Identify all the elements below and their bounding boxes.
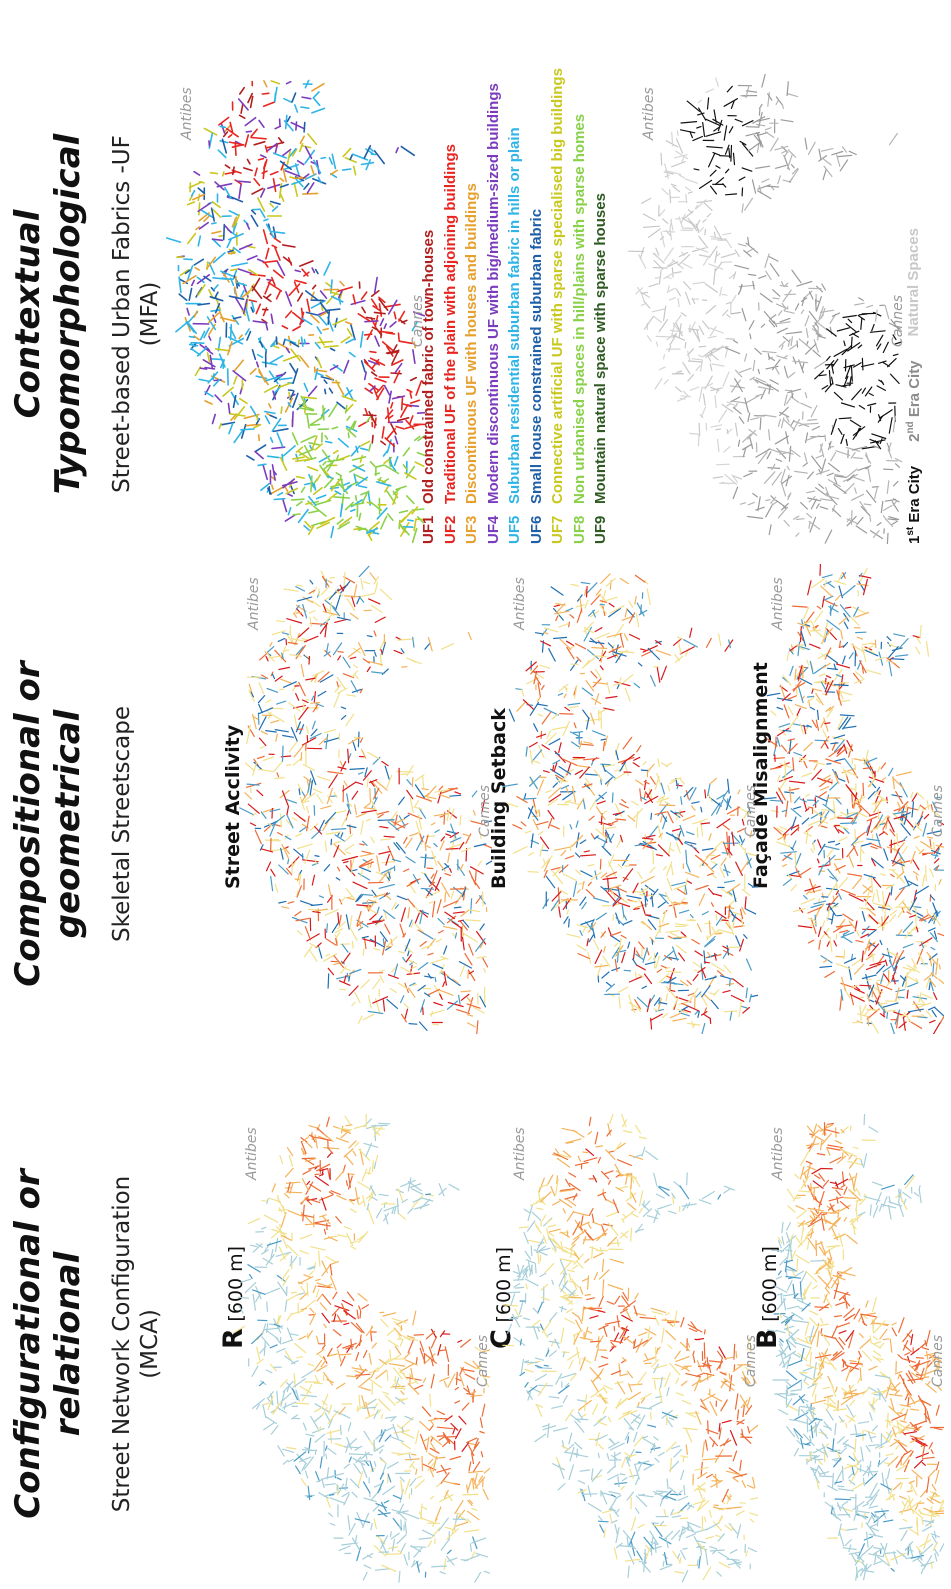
city-label-cannes: Cannes bbox=[890, 295, 905, 347]
city-label-antibes: Antibes bbox=[246, 577, 262, 631]
city-label-cannes: Cannes bbox=[475, 1335, 490, 1387]
city-label-cannes: Cannes bbox=[930, 1335, 944, 1387]
legend-code: UF8 bbox=[570, 515, 588, 544]
era-first-label: 1st Era City bbox=[905, 465, 923, 544]
legend-code: UF7 bbox=[549, 515, 566, 544]
city-label-cannes: Cannes bbox=[743, 785, 758, 837]
legend-code: UF6 bbox=[527, 515, 545, 544]
column-subtitle-configurational: Street Network Configuration (MCA) bbox=[109, 1175, 163, 1513]
map-urban-fabrics: Cannes Antibes bbox=[165, 74, 425, 544]
legend-item: UF9 Mountain natural space with sparse ho… bbox=[592, 68, 614, 544]
column-title-configurational: Configurational or relational bbox=[8, 1169, 88, 1519]
column-title-compositional: Compositional or geometrical bbox=[8, 661, 88, 987]
map-facade-misalignment: Cannes Antibes bbox=[764, 564, 944, 1034]
city-label-cannes: Cannes bbox=[477, 785, 492, 837]
legend-item: UF3 Discontinuous UF with houses and buil… bbox=[463, 68, 485, 544]
city-label-antibes: Antibes bbox=[770, 1127, 786, 1181]
city-label-antibes: Antibes bbox=[179, 87, 195, 141]
legend-code: UF9 bbox=[592, 515, 609, 544]
city-label-antibes: Antibes bbox=[512, 577, 528, 631]
city-label-cannes: Cannes bbox=[410, 295, 425, 347]
map-r: Cannes Antibes bbox=[230, 1114, 490, 1584]
column-title-contextual: Contextual Typomorphological bbox=[8, 133, 88, 495]
legend-text: Mountain natural space with sparse house… bbox=[592, 193, 609, 504]
legend-code: UF1 bbox=[420, 515, 437, 544]
legend-code: UF3 bbox=[463, 515, 480, 544]
map-c: Cannes Antibes bbox=[498, 1114, 758, 1584]
legend-text: Connective artificial UF with sparse spe… bbox=[549, 68, 566, 504]
city-label-antibes: Antibes bbox=[770, 577, 786, 631]
city-label-antibes: Antibes bbox=[244, 1127, 260, 1181]
city-label-antibes: Antibes bbox=[641, 87, 657, 141]
legend-text: Non urbanised spaces in hill/plains with… bbox=[570, 113, 588, 504]
city-label-cannes: Cannes bbox=[930, 785, 944, 837]
column-subtitle-compositional: Skeletal Streetscape bbox=[109, 706, 135, 942]
legend-text: Traditional UF of the plain with adjoini… bbox=[441, 144, 459, 504]
legend-item: UF2 Traditional UF of the plain with adjo… bbox=[442, 68, 464, 544]
legend-item: UF8 Non urbanised spaces in hill/plains w… bbox=[571, 68, 593, 544]
legend-item: UF7 Connective artificial UF with sparse … bbox=[549, 68, 571, 544]
legend-text: Small house constrained suburban fabric bbox=[527, 208, 545, 504]
legend-text: Suburban residential suburban fabric in … bbox=[506, 127, 523, 504]
urban-fabric-legend: UF1 Old constrained fabric of town-houses… bbox=[420, 68, 614, 544]
column-subtitle-contextual: Street-based Urban Fabrics -UF (MFA) bbox=[109, 135, 163, 493]
map-era-city: Cannes Antibes bbox=[625, 74, 905, 544]
legend-text: Modern discontinuous UF with big/medium-… bbox=[484, 83, 502, 504]
city-label-cannes: Cannes bbox=[743, 1335, 758, 1387]
era-natural-label: Natural Spaces bbox=[905, 228, 922, 337]
legend-item: UF6 Small house constrained suburban fabr… bbox=[528, 68, 550, 544]
legend-code: UF2 bbox=[441, 515, 459, 544]
era-legend: 1st Era City 2nd Era City Natural Spaces bbox=[905, 228, 923, 544]
legend-item: UF1 Old constrained fabric of town-houses bbox=[420, 68, 442, 544]
legend-item: UF4 Modern discontinuous UF with big/medi… bbox=[485, 68, 507, 544]
legend-text: Old constrained fabric of town-houses bbox=[420, 229, 437, 504]
city-label-antibes: Antibes bbox=[512, 1127, 528, 1181]
legend-code: UF5 bbox=[506, 515, 523, 544]
legend-code: UF4 bbox=[484, 515, 502, 544]
legend-item: UF5 Suburban residential suburban fabric … bbox=[506, 68, 528, 544]
map-street-acclivity: Cannes Antibes bbox=[232, 564, 492, 1034]
era-second-label: 2nd Era City bbox=[905, 360, 923, 442]
map-b: Cannes Antibes bbox=[764, 1114, 944, 1584]
map-building-setback: Cannes Antibes bbox=[498, 564, 758, 1034]
legend-text: Discontinuous UF with houses and buildin… bbox=[463, 183, 480, 504]
